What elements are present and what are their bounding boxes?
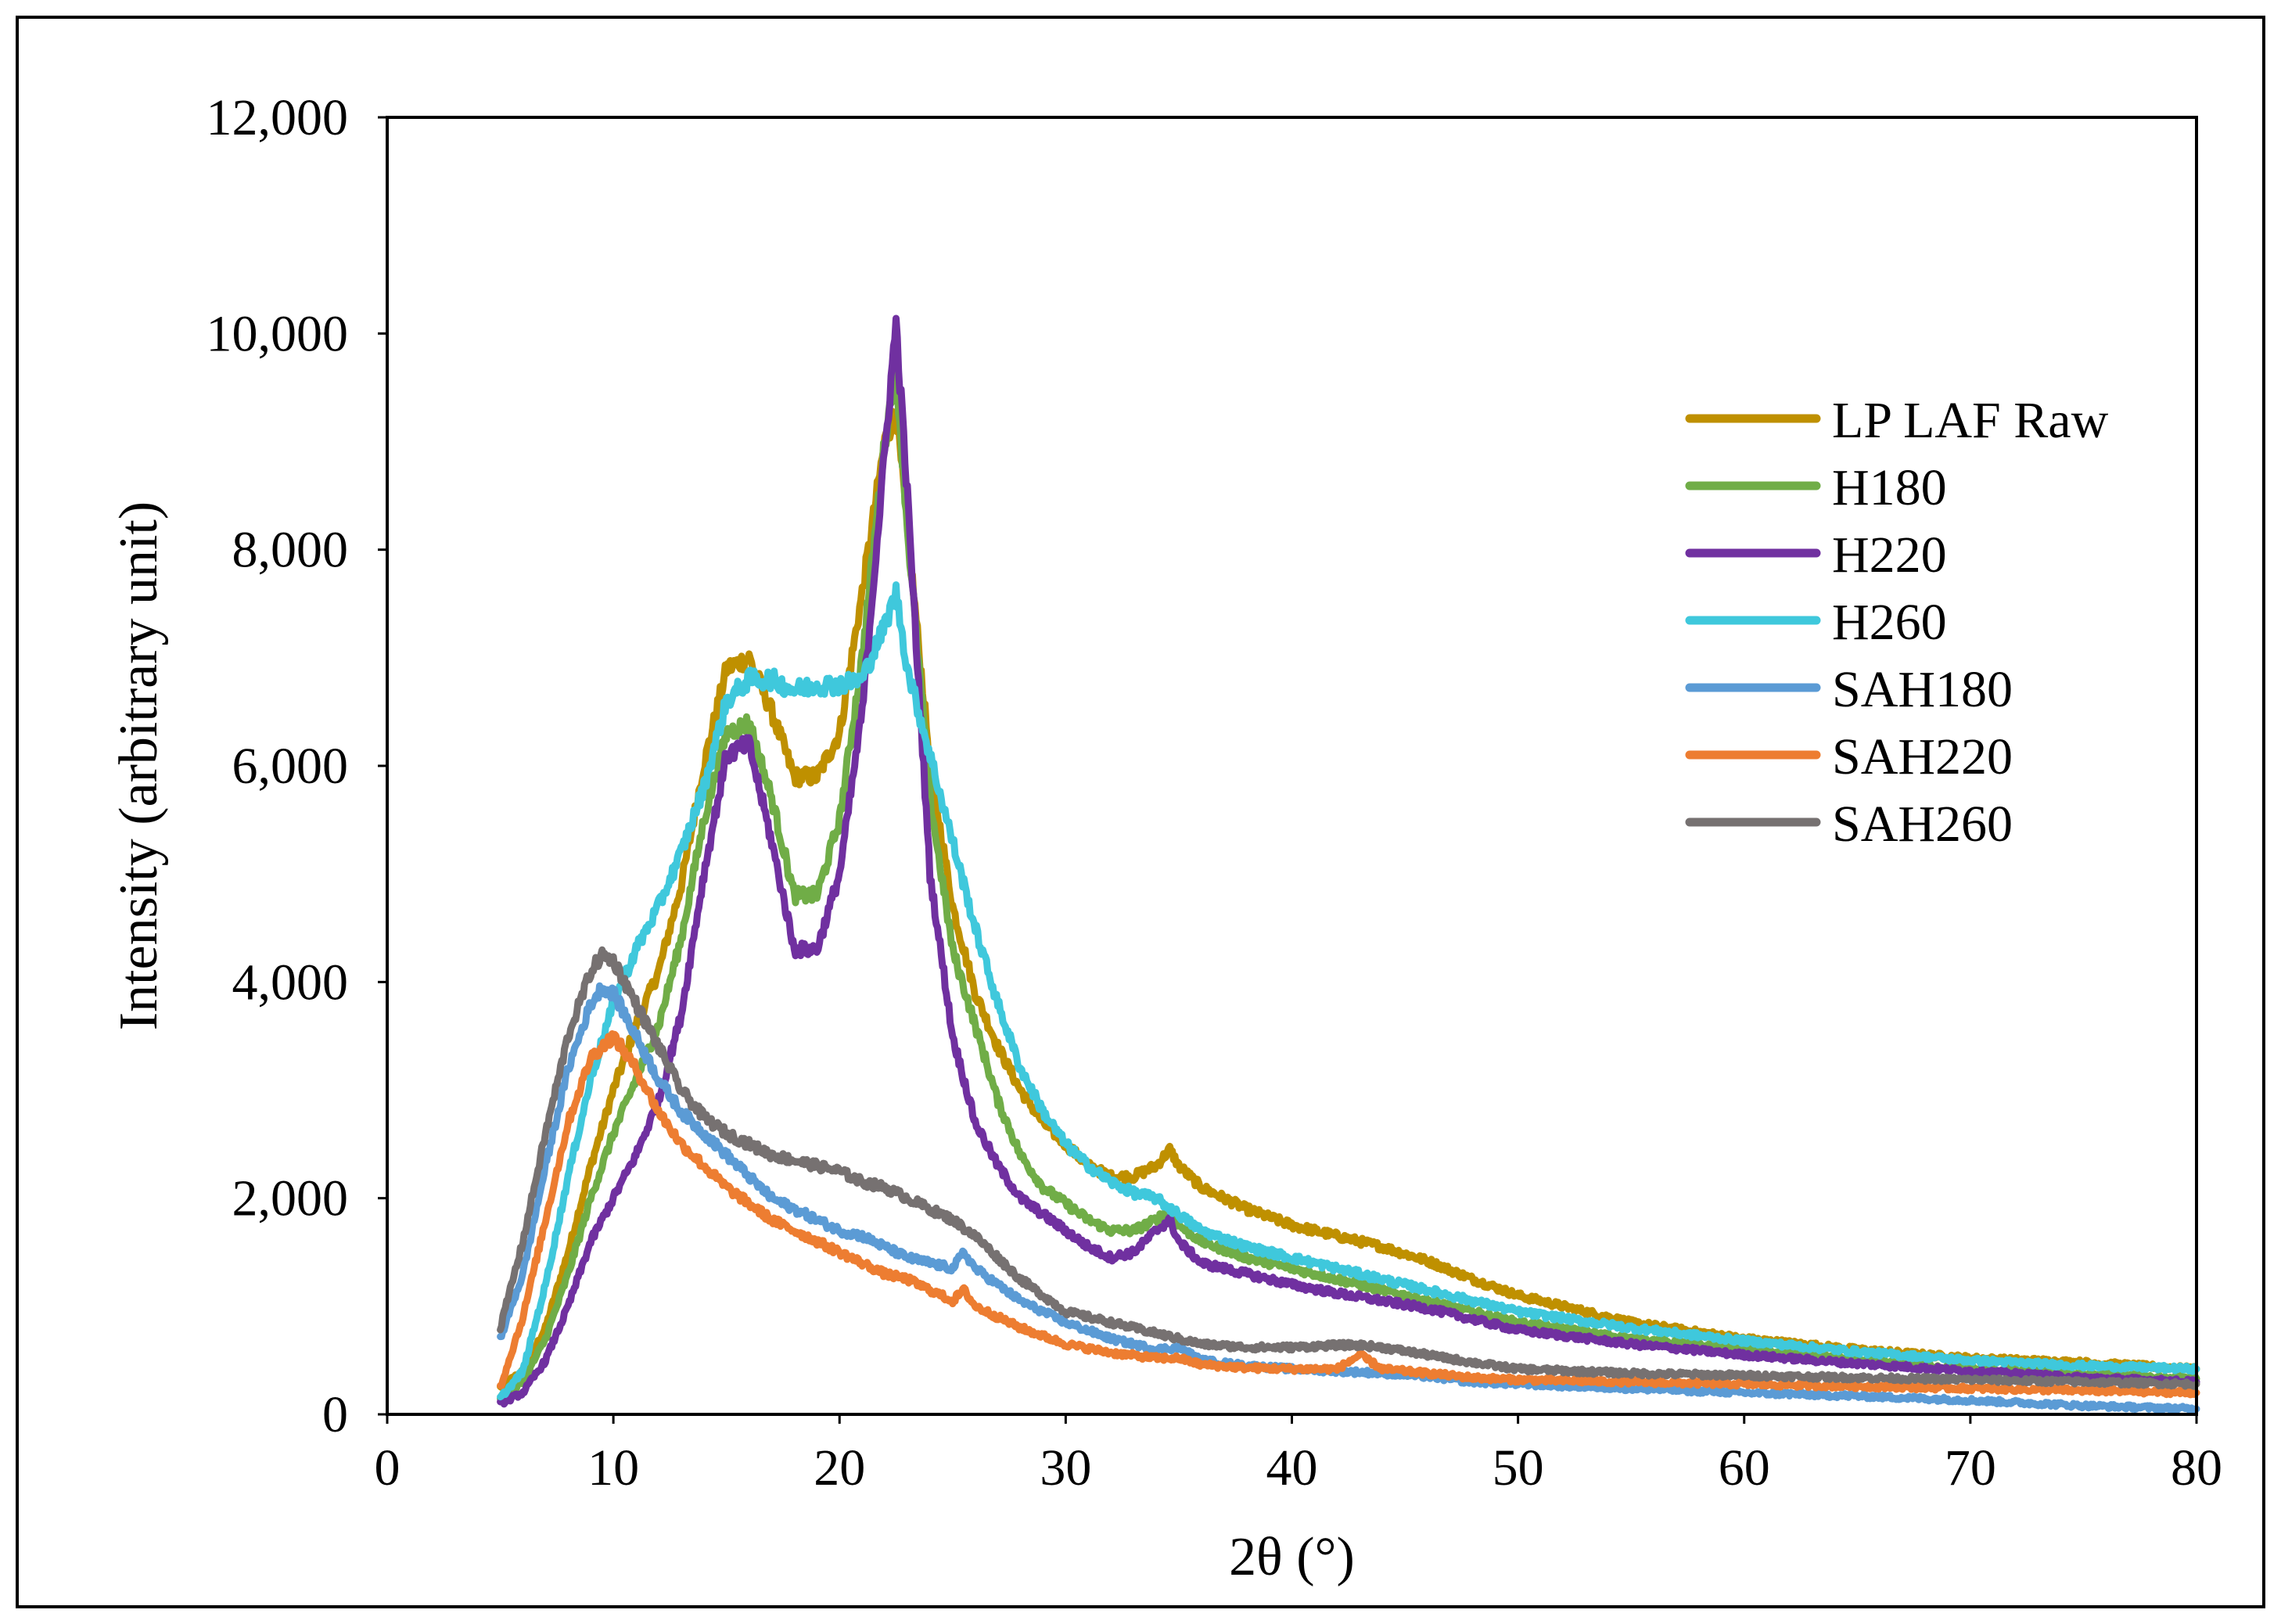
y-tick-label: 12,000 xyxy=(207,89,349,146)
y-axis-title: Intensity (arbitrary unit) xyxy=(109,501,169,1030)
x-tick-label: 0 xyxy=(375,1439,401,1496)
series-line-sah180 xyxy=(497,982,2200,1415)
x-tick-label: 70 xyxy=(1945,1439,1996,1496)
series-line-sah220 xyxy=(497,1030,2200,1399)
series-line-h260 xyxy=(497,581,2200,1401)
y-tick-label: 0 xyxy=(322,1386,348,1443)
legend-label: LP LAF Raw xyxy=(1832,392,2109,449)
series-line-h220 xyxy=(497,314,2200,1408)
y-tick-label: 6,000 xyxy=(232,738,349,795)
y-tick-label: 10,000 xyxy=(207,305,349,362)
y-tick-label: 8,000 xyxy=(232,522,349,579)
legend-label: H180 xyxy=(1832,459,1947,516)
plot-area xyxy=(497,314,2200,1415)
x-tick-label: 80 xyxy=(2171,1439,2222,1496)
legend-label: SAH220 xyxy=(1832,728,2013,785)
x-tick-label: 10 xyxy=(587,1439,639,1496)
x-axis-title: 2θ (°) xyxy=(1229,1527,1355,1587)
y-tick-label: 4,000 xyxy=(232,954,349,1011)
legend-label: SAH260 xyxy=(1832,796,2013,853)
x-tick-label: 30 xyxy=(1040,1439,1091,1496)
legend-label: H220 xyxy=(1832,526,1947,584)
series-line-sah260 xyxy=(497,946,2200,1390)
legend: LP LAF Raw H180 H220 H260 SAH180 SAH220 SAH260 xyxy=(1685,392,2109,853)
x-tick-label: 20 xyxy=(814,1439,865,1496)
x-tick-label: 40 xyxy=(1266,1439,1318,1496)
x-tick-label: 50 xyxy=(1493,1439,1544,1496)
y-tick-label: 2,000 xyxy=(232,1170,349,1227)
x-tick-label: 60 xyxy=(1719,1439,1770,1496)
legend-label: H260 xyxy=(1832,594,1947,651)
legend-label: SAH180 xyxy=(1832,661,2013,718)
axes: 0 10 20 30 40 50 60 70 80 0 2,000 4,000 6,000 8,000 10… xyxy=(207,89,2223,1496)
